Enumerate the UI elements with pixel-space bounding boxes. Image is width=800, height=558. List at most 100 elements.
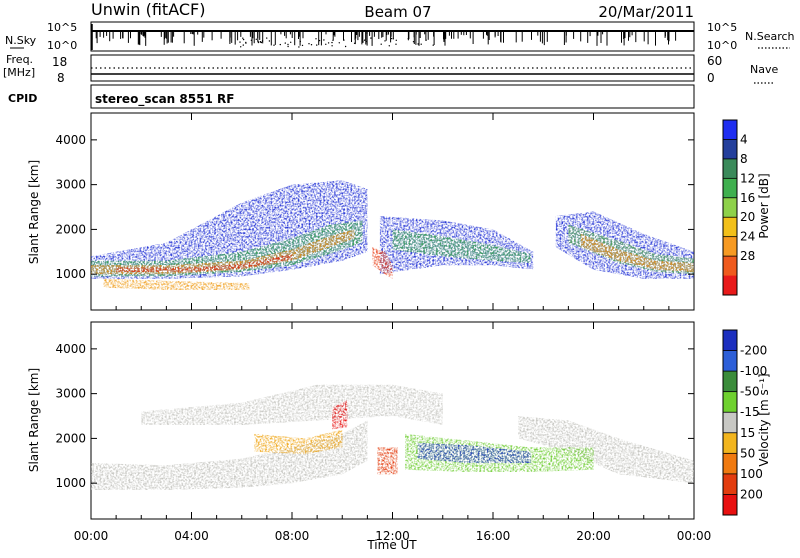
x-tick-label: 00:00 [677, 529, 712, 543]
colorbar-frame [722, 329, 738, 516]
y-tick-label: 2000 [55, 222, 86, 236]
noise-search-point [395, 39, 397, 41]
colorbar-segment [723, 350, 737, 372]
colorbar-segment [723, 120, 737, 140]
noise-search-point [412, 41, 415, 43]
noise-search-point [331, 45, 333, 47]
noise-search-point [259, 41, 262, 43]
velocity-colorbar: 200 100 50 15 -15 -50 -100 -200 [722, 329, 767, 516]
noise-search-point [344, 45, 347, 48]
noise-right-tick-bottom: 10^0 [707, 39, 737, 52]
velocity-grey-late [518, 416, 694, 484]
colorbar-segment [723, 236, 737, 257]
freq-tick-bottom: 8 [57, 71, 65, 85]
colorbar-segment [723, 494, 737, 516]
colorbar-frame [722, 119, 738, 296]
noise-search-point [362, 41, 364, 43]
power-colorbar: 4 8 12 16 20 24 28 [722, 119, 755, 296]
noise-search-point [261, 40, 264, 42]
noise-search-point [284, 42, 286, 44]
y-tick-label: 1000 [55, 476, 86, 490]
y-tick-label: 1000 [55, 267, 86, 281]
x-axis-label: Time UT [366, 538, 417, 552]
noise-search-point [255, 38, 257, 40]
noise-search-point [392, 38, 394, 40]
noise-search-point [316, 44, 318, 46]
noise-search-point [432, 44, 434, 46]
noise-left-label: N.Sky [5, 34, 37, 47]
velocity-red-arc [377, 447, 398, 475]
noise-search-point [338, 42, 340, 44]
velocity-grey-top [141, 384, 443, 425]
noise-search-point [287, 45, 289, 48]
noise-right-tick-top: 10^5 [707, 21, 737, 34]
power-lower-orange [103, 278, 250, 290]
colorbar-tick-label: 16 [740, 191, 755, 205]
colorbar-tick-label: 20 [740, 210, 755, 224]
noise-search-point [273, 44, 275, 46]
noise-search-point [242, 38, 245, 41]
power-ylabel: Slant Range [km] [27, 160, 41, 264]
y-tick-label: 2000 [55, 431, 86, 445]
power-orange-2 [580, 233, 694, 272]
velocity-colorbar-label: Velocity [m s⁻¹] [757, 373, 771, 466]
beam-title: Beam 07 [364, 3, 431, 21]
noise-search-point [390, 37, 393, 40]
colorbar-segment [723, 453, 737, 475]
colorbar-tick-label: -100 [740, 364, 767, 378]
noise-search-point [331, 41, 333, 44]
colorbar-segment [723, 275, 737, 296]
noise-search-point [332, 39, 334, 41]
x-tick-label: 20:00 [576, 529, 611, 543]
noise-search-point [245, 42, 247, 44]
noise-search-point [315, 38, 317, 40]
power-data [91, 180, 694, 290]
noise-search-point [301, 44, 304, 47]
colorbar-tick-label: 28 [740, 249, 755, 263]
colorbar-tick-label: 200 [740, 487, 763, 501]
colorbar-segment [723, 371, 737, 393]
colorbar-tick-label: -15 [740, 405, 760, 419]
colorbar-tick-label: 100 [740, 467, 763, 481]
freq-tick-top: 18 [52, 55, 67, 69]
noise-search-point [425, 39, 427, 41]
noise-search-point [370, 37, 372, 39]
noise-search-point [318, 39, 321, 42]
colorbar-tick-label: 4 [740, 132, 748, 146]
colorbar-segment [723, 256, 737, 276]
noise-search-point [250, 39, 253, 41]
velocity-orange [254, 429, 343, 455]
cpid-mode: stereo_scan 8551 RF [95, 92, 234, 107]
noise-search-point [242, 37, 244, 39]
noise-search-point [323, 39, 325, 41]
x-tick-label: 00:00 [74, 529, 109, 543]
colorbar-tick-label: 12 [740, 171, 755, 185]
noise-search-point [384, 40, 386, 42]
x-tick-label: 12:00 [375, 529, 410, 543]
noise-search-point [407, 38, 409, 40]
noise-left-tick-bottom: 10^0 [47, 39, 77, 52]
power-green [91, 220, 363, 277]
colorbar-segment [723, 178, 737, 199]
noise-search-point [417, 43, 419, 45]
noise-search-point [325, 43, 327, 45]
noise-search-point [361, 38, 363, 40]
colorbar-segment [723, 330, 737, 352]
velocity-data [91, 384, 694, 490]
colorbar-segment [723, 473, 737, 495]
freq-label-2: [MHz] [3, 66, 35, 79]
cpid-panel [90, 84, 695, 109]
power-axis: 1000 2000 3000 4000 [55, 113, 695, 310]
velocity-ylabel: Slant Range [km] [27, 368, 41, 472]
colorbar-segment [723, 197, 737, 218]
colorbar-tick-label: 50 [740, 446, 755, 460]
colorbar-tick-label: 8 [740, 152, 748, 166]
noise-search-point [363, 39, 366, 41]
noise-search-point [343, 39, 345, 41]
noise-search-point [242, 44, 244, 46]
colorbar-segment [723, 139, 737, 160]
x-tick-label: 08:00 [275, 529, 310, 543]
nave-tick-top: 60 [707, 54, 722, 68]
colorbar-segment [723, 391, 737, 413]
